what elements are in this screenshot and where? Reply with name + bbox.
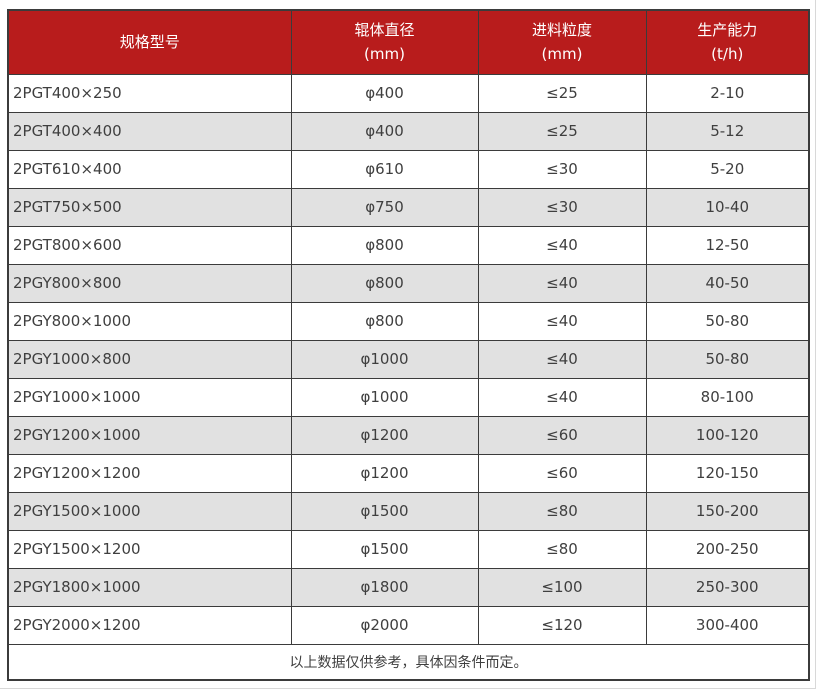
cell-capacity: 10-40 <box>645 187 810 227</box>
cell-model: 2PGY1800×1000 <box>7 567 292 607</box>
spec-table: 规格型号 辊体直径 (mm) 进料粒度 (mm) 生产能力 (t/h) 2PGT400×25… <box>7 9 810 681</box>
cell-model: 2PGY800×800 <box>7 263 292 303</box>
table-row: 2PGY1000×800 φ1000 ≤40 50-80 <box>7 339 810 379</box>
cell-feed-size: ≤80 <box>477 529 647 569</box>
cell-feed-size: ≤120 <box>477 605 647 645</box>
cell-feed-size: ≤40 <box>477 301 647 341</box>
cell-model: 2PGT610×400 <box>7 149 292 189</box>
cell-capacity: 300-400 <box>645 605 810 645</box>
cell-feed-size: ≤80 <box>477 491 647 531</box>
cell-feed-size: ≤40 <box>477 225 647 265</box>
table-row: 2PGT400×250 φ400 ≤25 2-10 <box>7 73 810 113</box>
cell-feed-size: ≤25 <box>477 73 647 113</box>
cell-capacity: 250-300 <box>645 567 810 607</box>
cell-feed-size: ≤60 <box>477 415 647 455</box>
table-header: 规格型号 辊体直径 (mm) 进料粒度 (mm) 生产能力 (t/h) <box>7 9 810 75</box>
cell-model: 2PGY800×1000 <box>7 301 292 341</box>
cell-capacity: 150-200 <box>645 491 810 531</box>
cell-model: 2PGY1000×1000 <box>7 377 292 417</box>
cell-diameter: φ610 <box>290 149 479 189</box>
cell-feed-size: ≤60 <box>477 453 647 493</box>
cell-diameter: φ1000 <box>290 339 479 379</box>
table-row: 2PGY800×1000 φ800 ≤40 50-80 <box>7 301 810 341</box>
table-row: 2PGY1500×1200 φ1500 ≤80 200-250 <box>7 529 810 569</box>
cell-feed-size: ≤30 <box>477 187 647 227</box>
cell-capacity: 80-100 <box>645 377 810 417</box>
cell-diameter: φ1500 <box>290 529 479 569</box>
cell-feed-size: ≤40 <box>477 377 647 417</box>
cell-diameter: φ1500 <box>290 491 479 531</box>
cell-capacity: 100-120 <box>645 415 810 455</box>
cell-diameter: φ1200 <box>290 453 479 493</box>
table-body: 2PGT400×250 φ400 ≤25 2-10 2PGT400×400 φ400 ≤25… <box>7 73 810 645</box>
table-row: 2PGT750×500 φ750 ≤30 10-40 <box>7 187 810 227</box>
cell-capacity: 5-20 <box>645 149 810 189</box>
column-unit: (t/h) <box>711 45 744 64</box>
table-row: 2PGT400×400 φ400 ≤25 5-12 <box>7 111 810 151</box>
column-header-model: 规格型号 <box>7 9 292 75</box>
cell-feed-size: ≤40 <box>477 263 647 303</box>
table-row: 2PGY1200×1200 φ1200 ≤60 120-150 <box>7 453 810 493</box>
cell-diameter: φ1200 <box>290 415 479 455</box>
cell-model: 2PGT400×400 <box>7 111 292 151</box>
cell-diameter: φ1800 <box>290 567 479 607</box>
cell-model: 2PGY1000×800 <box>7 339 292 379</box>
column-title: 规格型号 <box>119 33 180 51</box>
table-row: 2PGT800×600 φ800 ≤40 12-50 <box>7 225 810 265</box>
cell-capacity: 50-80 <box>645 339 810 379</box>
cell-diameter: φ800 <box>290 301 479 341</box>
cell-capacity: 40-50 <box>645 263 810 303</box>
column-unit: (mm) <box>364 45 405 64</box>
cell-diameter: φ750 <box>290 187 479 227</box>
cell-capacity: 50-80 <box>645 301 810 341</box>
column-title: 辊体直径 <box>354 20 415 39</box>
cell-capacity: 120-150 <box>645 453 810 493</box>
cell-feed-size: ≤30 <box>477 149 647 189</box>
cell-capacity: 2-10 <box>645 73 810 113</box>
cell-feed-size: ≤100 <box>477 567 647 607</box>
cell-model: 2PGY1200×1200 <box>7 453 292 493</box>
cell-feed-size: ≤40 <box>477 339 647 379</box>
column-unit: (mm) <box>541 45 583 64</box>
cell-model: 2PGY1500×1200 <box>7 529 292 569</box>
cell-model: 2PGT800×600 <box>7 225 292 265</box>
column-title: 进料粒度 <box>531 20 592 39</box>
table-row: 2PGY800×800 φ800 ≤40 40-50 <box>7 263 810 303</box>
cell-model: 2PGT400×250 <box>7 73 292 113</box>
cell-diameter: φ400 <box>290 73 479 113</box>
cell-feed-size: ≤25 <box>477 111 647 151</box>
column-header-diameter: 辊体直径 (mm) <box>290 9 479 75</box>
table-row: 2PGY1200×1000 φ1200 ≤60 100-120 <box>7 415 810 455</box>
cell-model: 2PGY1500×1000 <box>7 491 292 531</box>
column-title: 生产能力 <box>697 20 758 39</box>
table-row: 2PGT610×400 φ610 ≤30 5-20 <box>7 149 810 189</box>
table-row: 2PGY1500×1000 φ1500 ≤80 150-200 <box>7 491 810 531</box>
column-header-capacity: 生产能力 (t/h) <box>645 9 810 75</box>
cell-diameter: φ2000 <box>290 605 479 645</box>
footer-row: 以上数据仅供参考，具体因条件而定。 <box>7 643 810 681</box>
cell-diameter: φ1000 <box>290 377 479 417</box>
cell-diameter: φ800 <box>290 225 479 265</box>
cell-capacity: 200-250 <box>645 529 810 569</box>
cell-capacity: 5-12 <box>645 111 810 151</box>
header-row: 规格型号 辊体直径 (mm) 进料粒度 (mm) 生产能力 (t/h) <box>7 9 810 75</box>
footer-note: 以上数据仅供参考，具体因条件而定。 <box>7 643 810 681</box>
table-row: 2PGY2000×1200 φ2000 ≤120 300-400 <box>7 605 810 645</box>
cell-capacity: 12-50 <box>645 225 810 265</box>
cell-diameter: φ400 <box>290 111 479 151</box>
cell-model: 2PGY2000×1200 <box>7 605 292 645</box>
table-row: 2PGY1800×1000 φ1800 ≤100 250-300 <box>7 567 810 607</box>
column-header-feed-size: 进料粒度 (mm) <box>477 9 647 75</box>
cell-model: 2PGY1200×1000 <box>7 415 292 455</box>
cell-diameter: φ800 <box>290 263 479 303</box>
table-footer: 以上数据仅供参考，具体因条件而定。 <box>7 643 810 681</box>
cell-model: 2PGT750×500 <box>7 187 292 227</box>
table-row: 2PGY1000×1000 φ1000 ≤40 80-100 <box>7 377 810 417</box>
